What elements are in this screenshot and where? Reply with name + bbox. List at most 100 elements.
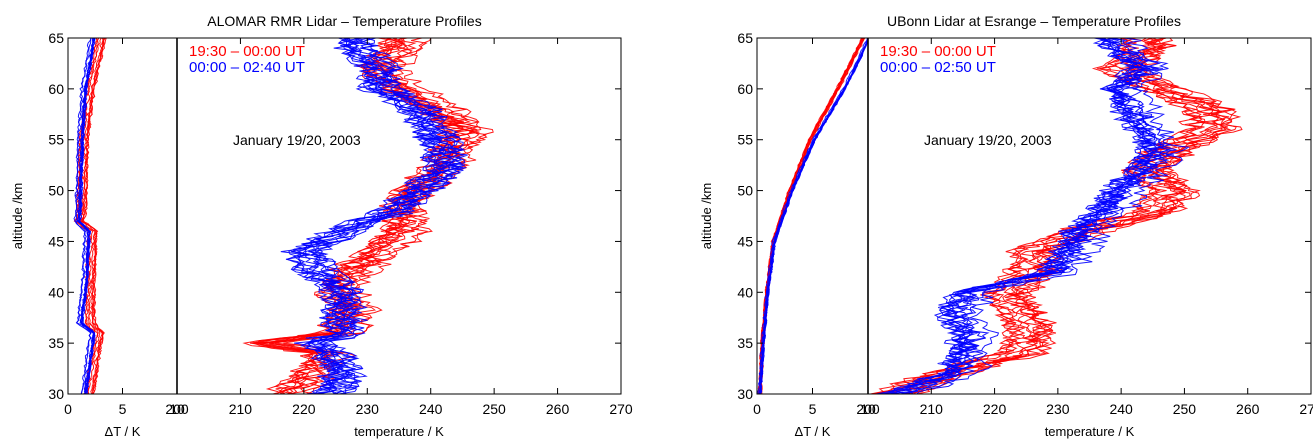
- y-tick-label: 60: [48, 81, 64, 97]
- error-panel-line: [758, 38, 864, 394]
- date-annotation: January 19/20, 2003: [233, 132, 361, 148]
- x-tick-label-temperature: 270: [1299, 401, 1313, 417]
- x-tick-label-temperature: 210: [920, 401, 944, 417]
- legend-entry: 00:00 – 02:50 UT: [880, 59, 996, 76]
- error-panel-series-1: [757, 38, 866, 394]
- error-panel-line: [758, 38, 864, 394]
- x-tick-label-temperature: 210: [229, 401, 253, 417]
- y-tick-label: 30: [48, 386, 64, 402]
- error-panel-line: [76, 38, 95, 394]
- temperature-panel-line: [899, 38, 1177, 394]
- x-axis-label-temperature: temperature / K: [354, 424, 444, 439]
- temperature-panel-line: [892, 38, 1158, 394]
- temperature-panel-line: [916, 38, 1237, 394]
- error-panel-lines: [757, 38, 868, 394]
- y-tick-label: 45: [48, 233, 64, 249]
- y-tick-label: 40: [737, 284, 753, 300]
- error-panel-line: [759, 40, 868, 394]
- x-tick-label-temperature: 230: [356, 401, 380, 417]
- y-tick-label: 35: [48, 335, 64, 351]
- temperature-panel-line: [297, 38, 455, 394]
- date-annotation: January 19/20, 2003: [924, 132, 1052, 148]
- x-tick-label-error: 10: [169, 401, 185, 417]
- y-tick-label: 35: [737, 335, 753, 351]
- temperature-panel-line: [308, 38, 466, 394]
- error-panel-line: [82, 38, 105, 394]
- chart-1: 30 35 40 45 50 55 60 65 altitude /km 0 5 10 ΔT / K 20…: [10, 13, 633, 439]
- y-tick-label: 55: [48, 132, 64, 148]
- x-tick-label-temperature: 230: [1046, 401, 1070, 417]
- x-tick-label-temperature: 250: [482, 401, 506, 417]
- temperature-panel-line: [258, 38, 480, 394]
- temperature-panel-series-1: [242, 38, 494, 394]
- x-axis-label-error: ΔT / K: [105, 424, 141, 439]
- x-tick-label-temperature: 200: [165, 401, 189, 417]
- x-tick-label-temperature: 260: [546, 401, 570, 417]
- temperature-panel-lines: [870, 38, 1243, 394]
- error-panel-line: [759, 38, 868, 394]
- error-panel-line: [758, 38, 868, 394]
- x-tick-label-error: 10: [860, 401, 876, 417]
- y-tick-label: 65: [48, 30, 64, 46]
- error-panel-line: [759, 39, 868, 394]
- temperature-panel-lines: [242, 38, 494, 394]
- y-axis-label: altitude /km: [10, 183, 25, 249]
- error-panel-line: [757, 38, 862, 394]
- temperature-panel-line: [871, 38, 1200, 394]
- error-panel-line: [757, 38, 863, 394]
- temperature-panel-line: [293, 38, 444, 394]
- temperature-panel-series-2: [280, 38, 468, 394]
- temperature-panel-line: [878, 38, 1156, 394]
- chart-title: UBonn Lidar at Esrange – Temperature Pro…: [887, 13, 1181, 29]
- x-tick-label-temperature: 260: [1236, 401, 1260, 417]
- temperature-panel-series-2: [876, 38, 1190, 394]
- plot-frame: [756, 37, 1312, 395]
- x-tick-label-temperature: 220: [983, 401, 1007, 417]
- y-tick-label: 40: [48, 284, 64, 300]
- error-panel-line: [758, 38, 864, 394]
- error-panel-line: [759, 38, 868, 394]
- y-tick-label: 55: [737, 132, 753, 148]
- x-tick-label-error: 5: [809, 401, 817, 417]
- temperature-panel-line: [886, 38, 1161, 394]
- legend-entry: 00:00 – 02:40 UT: [189, 59, 305, 76]
- temperature-panel-series-1: [870, 38, 1243, 394]
- y-tick-label: 60: [737, 81, 753, 97]
- plot-frame: [67, 37, 622, 395]
- temperature-panel-line: [313, 38, 466, 394]
- error-panel-line: [73, 38, 92, 394]
- temperature-panel-line: [902, 38, 1233, 394]
- y-tick-label: 65: [737, 30, 753, 46]
- x-axis-label-error: ΔT / K: [795, 424, 831, 439]
- error-panel-series-2: [757, 38, 868, 394]
- x-tick-label-error: 0: [64, 401, 72, 417]
- error-panel-line: [758, 38, 864, 394]
- y-tick-label: 45: [737, 233, 753, 249]
- chart-2: 30 35 40 45 50 55 60 65 altitude /km 0 5 10 ΔT / K 20…: [699, 13, 1313, 439]
- x-tick-label-temperature: 270: [609, 401, 633, 417]
- y-tick-label: 50: [737, 183, 753, 199]
- temperature-panel-line: [888, 38, 1160, 394]
- x-tick-label-temperature: 240: [1109, 401, 1133, 417]
- x-tick-label-temperature: 240: [419, 401, 443, 417]
- y-tick-label: 30: [737, 386, 753, 402]
- temperature-panel-line: [884, 38, 1156, 394]
- y-tick-label: 50: [48, 183, 64, 199]
- legend-entry: 19:30 – 00:00 UT: [880, 43, 996, 60]
- error-panel-line: [760, 38, 865, 394]
- x-tick-label-error: 5: [119, 401, 127, 417]
- error-panel-line: [759, 38, 868, 394]
- x-tick-label-temperature: 200: [856, 401, 880, 417]
- temperature-panel-line: [891, 38, 1223, 394]
- temperature-panel-line: [909, 38, 1172, 394]
- x-axis-label-temperature: temperature / K: [1045, 424, 1135, 439]
- error-panel-line: [757, 38, 868, 394]
- error-panel-series-2: [73, 38, 96, 394]
- temperature-panel-line: [916, 38, 1190, 394]
- error-panel-line: [759, 40, 868, 394]
- error-panel-line: [78, 38, 105, 394]
- error-panel-line: [759, 38, 866, 394]
- legend-entry: 19:30 – 00:00 UT: [189, 43, 305, 60]
- x-tick-label-temperature: 220: [292, 401, 316, 417]
